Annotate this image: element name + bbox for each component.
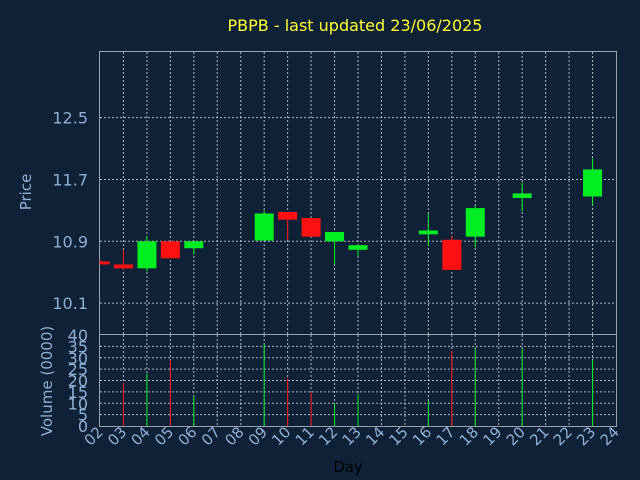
candle-body bbox=[100, 261, 110, 265]
x-tick-label: 23 bbox=[573, 423, 599, 449]
price-y-tick-label: 11.7 bbox=[52, 170, 88, 189]
x-tick-label: 22 bbox=[550, 423, 576, 449]
x-tick-label: 13 bbox=[339, 423, 365, 449]
x-tick-label: 16 bbox=[409, 423, 435, 449]
x-tick-label: 24 bbox=[597, 423, 623, 449]
x-tick-label: 11 bbox=[292, 423, 318, 449]
candle-body bbox=[512, 193, 532, 199]
chart-title: PBPB - last updated 23/06/2025 bbox=[228, 16, 483, 35]
x-tick-label: 21 bbox=[526, 423, 552, 449]
x-tick-label: 17 bbox=[432, 423, 458, 449]
x-tick-label: 05 bbox=[151, 423, 177, 449]
volume-y-tick-label: 30 bbox=[68, 349, 88, 368]
candle-body bbox=[160, 241, 180, 259]
candle-body bbox=[137, 241, 157, 269]
price-y-tick-label: 10.1 bbox=[52, 294, 88, 313]
volume-y-tick-label: 35 bbox=[68, 337, 88, 356]
x-tick-label: 09 bbox=[245, 423, 271, 449]
price-y-ticks: 10.1 10.9 11.7 12.5 bbox=[52, 109, 88, 313]
volume-y-tick-label: 10 bbox=[68, 394, 88, 413]
volume-panel-frame bbox=[99, 334, 617, 427]
price-y-tick-label: 10.9 bbox=[52, 232, 88, 251]
candle-body bbox=[113, 264, 133, 269]
x-tick-label: 04 bbox=[128, 423, 154, 449]
candle-body bbox=[301, 218, 321, 237]
volume-y-tick-label: 40 bbox=[68, 326, 88, 345]
candles bbox=[99, 158, 603, 272]
candle-body bbox=[418, 230, 438, 235]
x-ticks: 0203040506070809101112131415161718192021… bbox=[81, 423, 623, 449]
candle-body bbox=[348, 245, 368, 250]
volume-y-tick-label: 0 bbox=[78, 417, 88, 436]
x-tick-label: 03 bbox=[104, 423, 130, 449]
candle-body bbox=[325, 232, 345, 242]
x-tick-label: 14 bbox=[362, 423, 388, 449]
x-tick-label: 19 bbox=[479, 423, 505, 449]
x-tick-label: 07 bbox=[198, 423, 224, 449]
candle-body bbox=[583, 169, 603, 197]
volume-y-tick-label: 20 bbox=[68, 372, 88, 391]
candle-body bbox=[465, 208, 485, 237]
price-grid bbox=[100, 52, 616, 334]
x-axis-label: Day bbox=[333, 458, 363, 476]
candle-body bbox=[442, 239, 462, 270]
volume-y-tick-label: 15 bbox=[68, 383, 88, 402]
price-y-tick-label: 12.5 bbox=[52, 109, 88, 128]
candle-body bbox=[254, 213, 274, 241]
candle-body bbox=[184, 241, 204, 249]
x-tick-label: 20 bbox=[503, 423, 529, 449]
volume-axis-label: Volume (0000) bbox=[38, 326, 56, 436]
volume-bars bbox=[122, 344, 594, 426]
x-tick-label: 10 bbox=[268, 423, 294, 449]
x-tick-label: 18 bbox=[456, 423, 482, 449]
volume-y-tick-label: 25 bbox=[68, 360, 88, 379]
x-tick-label: 15 bbox=[386, 423, 412, 449]
candle-body bbox=[278, 211, 298, 220]
x-tick-label: 08 bbox=[221, 423, 247, 449]
volume-y-tick-label: 5 bbox=[78, 406, 88, 425]
price-axis-label: Price bbox=[17, 174, 35, 211]
x-tick-label: 06 bbox=[174, 423, 200, 449]
x-tick-label: 12 bbox=[315, 423, 341, 449]
